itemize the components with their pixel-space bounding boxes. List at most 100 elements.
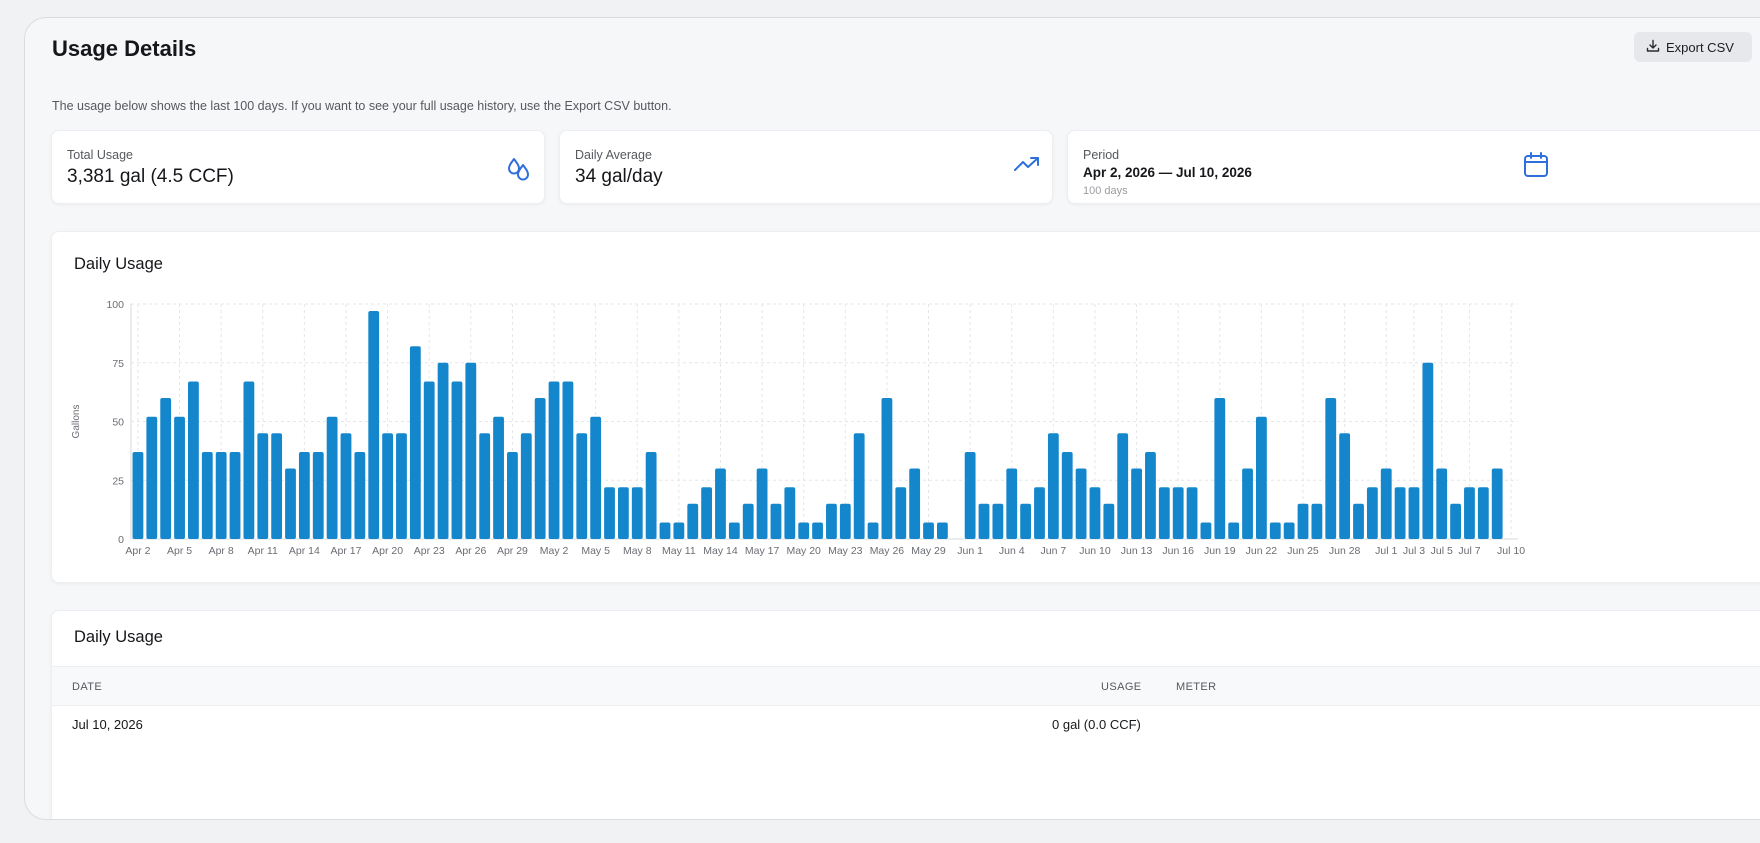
usage-bar bbox=[1117, 433, 1129, 539]
usage-bar bbox=[146, 416, 158, 539]
usage-bar bbox=[1214, 398, 1226, 539]
x-tick-label: May 8 bbox=[623, 545, 652, 557]
usage-bar bbox=[326, 416, 338, 539]
x-tick-label: May 5 bbox=[581, 545, 610, 557]
usage-bar bbox=[132, 452, 144, 539]
usage-bar bbox=[576, 433, 588, 539]
chart-grid bbox=[130, 303, 1518, 540]
trending-up-icon bbox=[1013, 155, 1041, 180]
column-header-date[interactable]: DATE bbox=[72, 681, 103, 693]
usage-bar bbox=[396, 433, 407, 539]
usage-bar bbox=[174, 416, 185, 539]
usage-bar bbox=[451, 381, 463, 539]
total-usage-value: 3,381 gal (4.5 CCF) bbox=[67, 166, 234, 187]
total-usage-label: Total Usage bbox=[67, 148, 134, 162]
daily-average-value: 34 gal/day bbox=[575, 166, 663, 187]
x-tick-label: Jul 1 bbox=[1375, 545, 1397, 557]
x-tick-label: May 26 bbox=[870, 545, 905, 557]
usage-bar bbox=[964, 452, 976, 539]
chart-bars bbox=[132, 311, 1503, 539]
y-tick-label: 0 bbox=[118, 534, 124, 546]
usage-bar bbox=[1436, 468, 1448, 539]
usage-bar bbox=[215, 452, 227, 539]
chart-title: Daily Usage bbox=[74, 255, 163, 273]
usage-bar bbox=[742, 503, 754, 539]
daily-usage-table-card: Daily Usage DATE USAGE METER Jul 10, 202… bbox=[51, 610, 1760, 819]
usage-bar bbox=[1061, 452, 1073, 539]
usage-bar bbox=[798, 522, 810, 539]
x-tick-label: Apr 17 bbox=[331, 545, 362, 557]
usage-bar bbox=[354, 452, 366, 539]
x-tick-label: Apr 2 bbox=[125, 545, 150, 557]
usage-bar bbox=[1450, 503, 1461, 539]
usage-bar bbox=[1228, 522, 1240, 539]
usage-bar bbox=[631, 487, 643, 539]
x-tick-label: Jun 25 bbox=[1287, 545, 1319, 557]
usage-bar bbox=[1491, 468, 1503, 539]
usage-bar bbox=[1200, 522, 1212, 539]
usage-bar bbox=[1464, 487, 1475, 539]
table-row[interactable]: Jul 10, 2026 0 gal (0.0 CCF) bbox=[52, 707, 1760, 737]
usage-bar bbox=[437, 362, 449, 539]
x-tick-label: Jul 7 bbox=[1458, 545, 1480, 557]
y-tick-label: 75 bbox=[112, 358, 124, 370]
x-tick-label: May 11 bbox=[662, 545, 696, 557]
period-card: Period Apr 2, 2026 — Jul 10, 2026 100 da… bbox=[1067, 130, 1760, 204]
usage-bar bbox=[715, 468, 726, 539]
usage-bar bbox=[770, 503, 782, 539]
usage-bar bbox=[978, 503, 990, 539]
usage-bar bbox=[881, 398, 893, 539]
usage-bar bbox=[687, 503, 699, 539]
export-csv-label: Export CSV bbox=[1666, 39, 1734, 55]
usage-bar bbox=[1158, 487, 1170, 539]
usage-bar bbox=[548, 381, 560, 539]
x-tick-label: May 23 bbox=[828, 545, 863, 557]
usage-bar bbox=[479, 433, 491, 539]
column-header-usage[interactable]: USAGE bbox=[1101, 681, 1142, 693]
usage-bar bbox=[1006, 468, 1018, 539]
usage-bar bbox=[1311, 503, 1323, 539]
total-usage-card: Total Usage 3,381 gal (4.5 CCF) bbox=[51, 130, 545, 204]
usage-bar bbox=[923, 522, 934, 539]
x-tick-label: Jun 22 bbox=[1246, 545, 1278, 557]
usage-bar bbox=[909, 468, 921, 539]
usage-bar bbox=[659, 522, 671, 539]
x-tick-label: Apr 5 bbox=[167, 545, 192, 557]
usage-bar bbox=[409, 346, 421, 539]
usage-bar bbox=[604, 487, 615, 539]
calendar-icon bbox=[1523, 151, 1549, 184]
usage-bar bbox=[257, 433, 269, 539]
usage-bar bbox=[673, 522, 685, 539]
x-tick-label: Jun 7 bbox=[1041, 545, 1067, 557]
daily-average-card: Daily Average 34 gal/day bbox=[559, 130, 1053, 204]
x-tick-label: May 20 bbox=[786, 545, 821, 557]
y-tick-label: 25 bbox=[112, 475, 124, 487]
usage-bar bbox=[534, 398, 546, 539]
usage-bar bbox=[1172, 487, 1184, 539]
usage-bar bbox=[201, 452, 213, 539]
usage-bar bbox=[1020, 503, 1032, 539]
usage-bar bbox=[188, 381, 199, 539]
y-tick-label: 50 bbox=[112, 417, 124, 429]
usage-bar bbox=[465, 362, 477, 539]
usage-bar bbox=[728, 522, 740, 539]
usage-bar bbox=[493, 416, 504, 539]
x-tick-label: Apr 23 bbox=[414, 545, 445, 557]
export-csv-button[interactable]: Export CSV bbox=[1634, 32, 1752, 62]
usage-bar bbox=[784, 487, 796, 539]
usage-bar bbox=[1477, 487, 1489, 539]
usage-bar bbox=[160, 398, 172, 539]
usage-bar bbox=[839, 503, 851, 539]
row-date: Jul 10, 2026 bbox=[72, 717, 143, 732]
x-tick-label: Jun 13 bbox=[1121, 545, 1153, 557]
x-tick-label: Jun 10 bbox=[1079, 545, 1111, 557]
usage-bar bbox=[285, 468, 296, 539]
chart-axis-labels: 0 25 50 75 100 Gallons Apr 2 Apr 5 Apr 8 Apr 11 Ap… bbox=[71, 299, 1525, 557]
usage-bar bbox=[1297, 503, 1309, 539]
x-tick-label: May 14 bbox=[703, 545, 738, 557]
usage-bar bbox=[271, 433, 283, 539]
column-header-meter[interactable]: METER bbox=[1176, 681, 1217, 693]
usage-bar bbox=[756, 468, 768, 539]
usage-bar bbox=[298, 452, 310, 539]
usage-bar bbox=[1339, 433, 1351, 539]
